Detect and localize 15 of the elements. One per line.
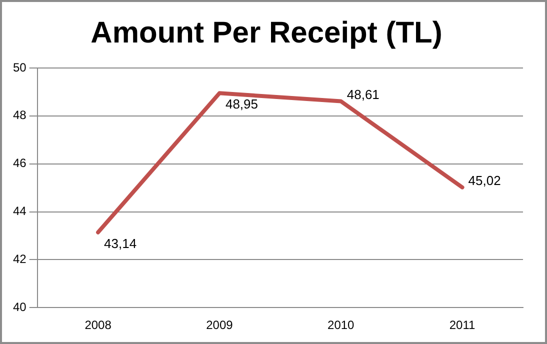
x-tick-label: 2010: [328, 318, 355, 332]
x-tick-label: 2011: [449, 318, 476, 332]
y-tick-label: 50: [12, 60, 27, 74]
x-tick-label: 2008: [84, 318, 112, 332]
y-tick-label: 42: [12, 252, 27, 266]
y-tick-label: 40: [12, 300, 27, 314]
x-tick-label: 2009: [206, 318, 234, 332]
y-tick-label: 48: [12, 108, 27, 122]
data-label: 43,14: [104, 236, 137, 251]
data-label: 45,02: [468, 172, 501, 188]
y-tick-label: 44: [12, 204, 27, 218]
y-tick-label: 46: [12, 156, 27, 170]
data-label: 48,61: [346, 86, 380, 102]
data-label: 48,95: [225, 96, 258, 112]
chart-title: Amount Per Receipt (TL): [90, 16, 442, 50]
